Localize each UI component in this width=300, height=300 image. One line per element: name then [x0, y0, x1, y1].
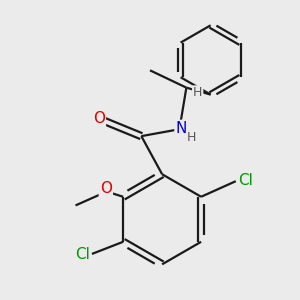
Text: H: H: [193, 86, 202, 99]
Text: N: N: [176, 121, 187, 136]
Text: O: O: [93, 111, 105, 126]
Text: Cl: Cl: [238, 173, 253, 188]
Text: Cl: Cl: [75, 247, 90, 262]
Text: O: O: [100, 182, 112, 196]
Text: H: H: [187, 130, 196, 143]
